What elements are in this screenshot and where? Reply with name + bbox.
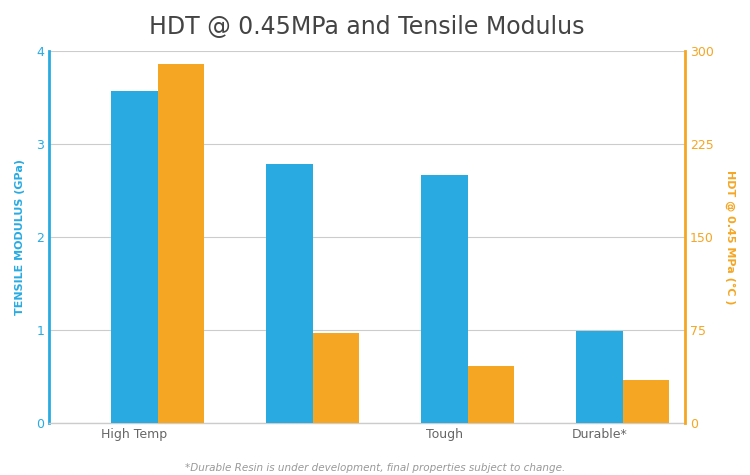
Bar xyxy=(622,380,669,423)
Bar xyxy=(313,332,359,423)
Bar xyxy=(266,164,313,423)
Bar xyxy=(468,366,514,423)
Title: HDT @ 0.45MPa and Tensile Modulus: HDT @ 0.45MPa and Tensile Modulus xyxy=(149,15,585,39)
Text: *Durable Resin is under development, final properties subject to change.: *Durable Resin is under development, fin… xyxy=(184,463,566,473)
Bar xyxy=(576,331,622,423)
Y-axis label: TENSILE MODULUS (GPa): TENSILE MODULUS (GPa) xyxy=(15,159,25,315)
Bar xyxy=(422,174,468,423)
Y-axis label: HDT @ 0.45 MPa (°C ): HDT @ 0.45 MPa (°C ) xyxy=(724,170,735,304)
Bar xyxy=(111,91,158,423)
Bar xyxy=(158,64,204,423)
